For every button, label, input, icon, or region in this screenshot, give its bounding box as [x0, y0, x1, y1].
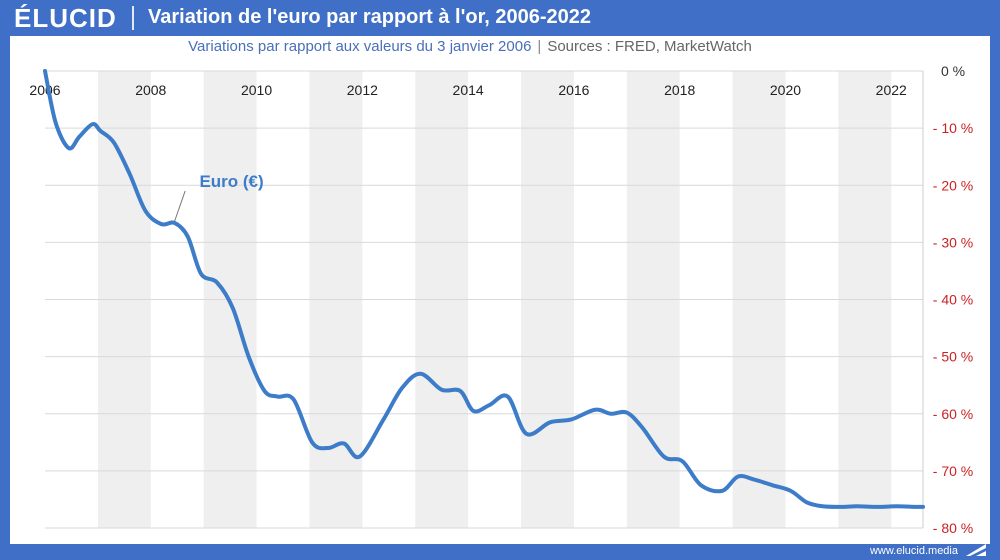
x-tick-label: 2018 [664, 82, 695, 98]
x-tick-label: 2022 [876, 82, 907, 98]
brand-mark-icon [966, 544, 986, 556]
y-tick-label: - 40 % [933, 292, 973, 308]
x-tick-label: 2006 [29, 82, 60, 98]
x-tick-label: 2012 [347, 82, 378, 98]
series-label: Euro (€) [199, 172, 263, 191]
subtitle-separator: | [537, 38, 542, 55]
footer-url[interactable]: www.elucid.media [869, 545, 958, 557]
x-tick-label: 2014 [453, 82, 484, 98]
series-line-euro [43, 69, 925, 509]
x-tick-label: 2010 [241, 82, 272, 98]
x-tick-label: 2008 [135, 82, 166, 98]
y-tick-label: - 30 % [933, 234, 973, 250]
y-tick-label: - 70 % [933, 463, 973, 479]
y-tick-label: - 20 % [933, 177, 973, 193]
line-chart: 0 % - 10 % - 20 % - 30 % - 40 % - 50 % - 60 % -… [29, 63, 973, 536]
x-tick-label: 2016 [558, 82, 589, 98]
x-tick-label: 2020 [770, 82, 801, 98]
label-leader-line [174, 190, 186, 222]
page-title: Variation de l'euro par rapport à l'or, … [148, 6, 592, 28]
y-tick-label: - 50 % [933, 349, 973, 365]
sources-text: Sources : FRED, MarketWatch [547, 38, 752, 55]
header-divider [132, 6, 134, 30]
y-tick-label: 0 % [941, 63, 965, 79]
brand-logo: ÉLUCID [14, 3, 117, 33]
chart-panel: 0 % - 10 % - 20 % - 30 % - 40 % - 50 % - 60 % -… [10, 36, 990, 544]
y-tick-label: - 10 % [933, 120, 973, 136]
header-bar: ÉLUCID Variation de l'euro par rapport à… [0, 0, 1000, 36]
y-tick-label: - 60 % [933, 406, 973, 422]
y-tick-label: - 80 % [933, 520, 973, 536]
chart-subtitle: Variations par rapport aux valeurs du 3 … [10, 38, 930, 55]
subtitle-text: Variations par rapport aux valeurs du 3 … [188, 38, 532, 55]
